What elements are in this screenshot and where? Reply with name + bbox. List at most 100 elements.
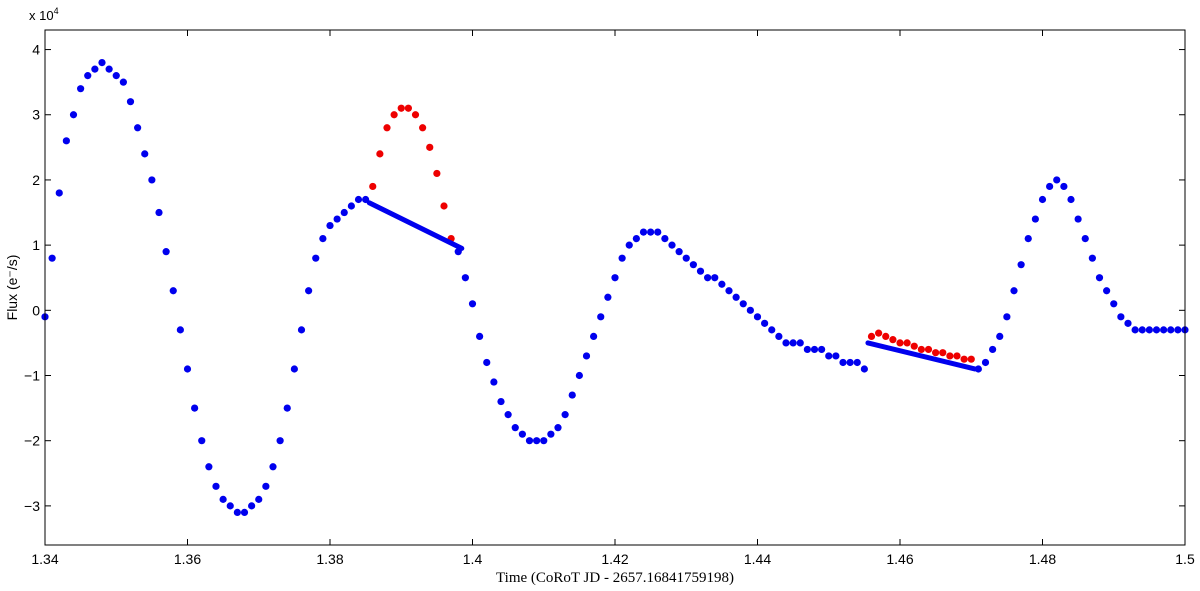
observed-point <box>141 150 149 158</box>
observed-point <box>497 397 505 406</box>
observed-point <box>240 508 249 517</box>
observed-point <box>1074 215 1082 223</box>
y-tick-label: 3 <box>32 107 40 123</box>
observed-point <box>547 430 555 438</box>
masked-point <box>967 355 975 363</box>
observed-point <box>112 72 120 80</box>
observed-point <box>262 482 270 490</box>
masked-point <box>910 342 918 350</box>
observed-point <box>255 495 263 503</box>
observed-point <box>525 437 534 445</box>
observed-point <box>340 208 348 217</box>
x-axis: 1.34 1.36 1.38 1.4 1.42 1.44 1.46 1.48 1.5 <box>31 30 1195 567</box>
masked-point <box>882 332 890 340</box>
observed-point <box>725 287 733 295</box>
interpolation-line <box>366 200 465 251</box>
observed-point <box>711 274 719 282</box>
masked-point <box>875 329 883 337</box>
observed-point <box>568 391 576 399</box>
observed-point <box>1131 326 1139 334</box>
observed-point <box>290 365 298 373</box>
observed-point <box>169 287 177 295</box>
observed-point <box>84 72 92 80</box>
observed-point <box>1046 182 1054 191</box>
observed-point <box>226 502 234 510</box>
observed-point <box>1152 326 1161 334</box>
observed-point <box>1138 326 1146 334</box>
observed-point <box>1095 274 1104 282</box>
observed-point <box>782 339 790 347</box>
y-multiplier-exponent: 4 <box>54 6 59 16</box>
observed-point <box>533 437 541 445</box>
observed-point <box>1053 176 1061 184</box>
observed-point <box>476 332 484 340</box>
observed-point <box>91 65 99 73</box>
observed-point <box>704 274 712 282</box>
observed-point <box>205 463 213 471</box>
observed-point <box>668 241 676 249</box>
masked-point <box>946 352 954 360</box>
y-tick-label: 0 <box>32 302 40 318</box>
observed-point <box>511 424 519 432</box>
observed-point <box>1124 319 1132 327</box>
x-tick-label: 1.46 <box>886 551 913 567</box>
masked-point <box>383 124 391 132</box>
observed-point <box>682 254 690 262</box>
observed-point <box>1024 235 1032 243</box>
observed-point <box>768 326 776 334</box>
observed-point <box>347 202 355 210</box>
observed-point <box>860 365 868 373</box>
observed-point <box>134 124 142 132</box>
observed-point <box>1117 313 1125 321</box>
masked-point <box>953 352 961 360</box>
masked-point <box>433 169 441 178</box>
observed-point <box>746 306 754 314</box>
masked-point <box>917 345 925 354</box>
observed-point <box>162 248 170 256</box>
observed-point <box>126 98 135 106</box>
observed-point <box>582 352 591 360</box>
observed-point <box>297 326 306 334</box>
observed-point <box>1017 261 1025 269</box>
observed-point <box>675 248 683 256</box>
masked-point <box>939 349 947 357</box>
x-tick-label: 1.5 <box>1175 551 1195 567</box>
observed-point <box>561 411 569 419</box>
masked-point <box>397 104 405 112</box>
masked-point <box>924 345 933 354</box>
observed-point <box>176 326 184 334</box>
observed-point <box>191 404 199 412</box>
observed-point <box>354 195 363 204</box>
masked-point <box>390 111 398 119</box>
observed-point <box>1003 313 1011 321</box>
observed-point <box>1038 195 1047 204</box>
x-axis-label: Time (CoRoT JD - 2657.16841759198) <box>496 570 734 586</box>
observed-point <box>233 508 241 517</box>
chart-marks <box>41 58 1189 517</box>
observed-point <box>989 345 997 354</box>
masked-point <box>889 336 897 344</box>
y-tick-label: 4 <box>32 42 40 58</box>
masked-point <box>404 104 412 112</box>
observed-point <box>818 345 826 354</box>
observed-point <box>326 221 334 230</box>
observed-point <box>597 313 605 321</box>
observed-point <box>1010 287 1018 295</box>
masked-point <box>903 339 911 347</box>
y-tick-label: 2 <box>32 172 40 188</box>
x-tick-label: 1.34 <box>31 551 58 567</box>
observed-point <box>789 339 797 347</box>
observed-point <box>1110 300 1118 308</box>
masked-point <box>426 143 434 151</box>
observed-point <box>540 437 548 445</box>
observed-point <box>468 300 477 308</box>
observed-point <box>625 241 633 249</box>
y-multiplier-base: x 10 <box>29 8 54 23</box>
observed-point <box>647 228 655 236</box>
y-axis-multiplier: x 104 <box>29 6 59 23</box>
observed-point <box>661 235 669 243</box>
observed-point <box>981 358 990 367</box>
x-tick-label: 1.44 <box>744 551 771 567</box>
observed-point <box>803 345 811 354</box>
